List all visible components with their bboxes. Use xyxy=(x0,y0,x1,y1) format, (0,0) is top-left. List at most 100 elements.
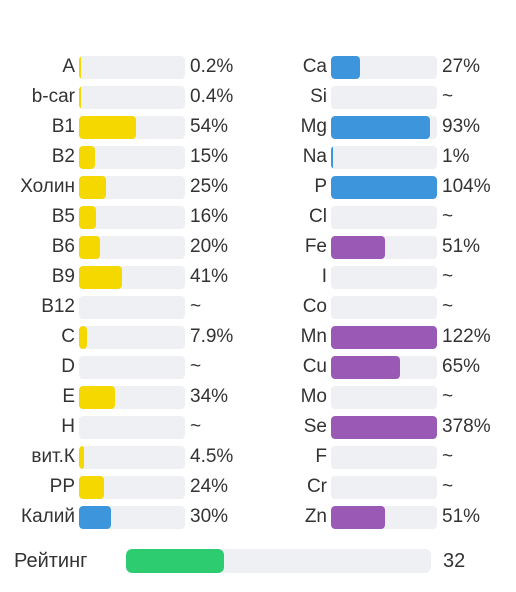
nutrient-bar-track xyxy=(79,175,185,199)
nutrient-bar-fill xyxy=(79,505,111,529)
nutrient-label: Si xyxy=(310,86,327,107)
right-nutrient-row: P 104% xyxy=(252,172,491,202)
nutrient-label: B6 xyxy=(51,236,75,257)
nutrient-label: Co xyxy=(302,296,327,317)
nutrient-bar-track xyxy=(79,355,185,379)
nutrient-label: H xyxy=(61,416,75,437)
right-nutrient-row: Cl ~ xyxy=(252,202,491,232)
right-nutrient-row: Cu 65% xyxy=(252,352,491,382)
nutrient-value: 93% xyxy=(442,116,481,137)
nutrient-bar-track xyxy=(331,235,437,259)
nutrient-label: P xyxy=(314,176,327,197)
nutrient-bar-track xyxy=(331,175,437,199)
nutrient-bar-fill xyxy=(79,115,137,139)
nutrient-value: 51% xyxy=(442,506,481,527)
nutrient-bar-track xyxy=(79,85,185,109)
nutrient-value: ~ xyxy=(442,206,454,227)
nutrient-label: b-car xyxy=(31,86,75,107)
nutrient-bar-fill xyxy=(331,355,400,379)
nutrient-bar-track xyxy=(331,85,437,109)
nutrient-bar-fill xyxy=(79,385,116,409)
nutrient-value: 24% xyxy=(190,476,229,497)
right-nutrient-row: Cr ~ xyxy=(252,472,491,502)
left-nutrient-row: b-car 0.4% xyxy=(0,82,233,112)
nutrient-bar-fill xyxy=(79,145,95,169)
nutrient-label: Ca xyxy=(302,56,327,77)
nutrient-label: Mo xyxy=(300,386,327,407)
left-nutrient-row: B5 16% xyxy=(0,202,233,232)
nutrient-label: B9 xyxy=(51,266,75,287)
right-nutrient-row: I ~ xyxy=(252,262,491,292)
nutrient-value: ~ xyxy=(442,266,454,287)
left-nutrient-row: Холин 25% xyxy=(0,172,233,202)
nutrient-value: ~ xyxy=(442,86,454,107)
nutrient-bar-fill xyxy=(79,55,81,79)
nutrient-bar-track xyxy=(79,115,185,139)
left-nutrient-row: B6 20% xyxy=(0,232,233,262)
nutrient-value: ~ xyxy=(190,356,202,377)
nutrient-bar-fill xyxy=(331,55,360,79)
nutrient-bar-track xyxy=(331,355,437,379)
left-nutrient-row: B9 41% xyxy=(0,262,233,292)
nutrient-bar-track xyxy=(79,265,185,289)
right-nutrient-row: Co ~ xyxy=(252,292,491,322)
nutrient-label: B1 xyxy=(51,116,75,137)
minerals-column: Ca 27% Si ~ Mg 93% Na 1% P 104% Cl ~ Fe 51% I ~ Co ~ Mn 122… xyxy=(252,52,491,532)
nutrient-bar-track xyxy=(79,235,185,259)
right-nutrient-row: Se 378% xyxy=(252,412,491,442)
left-nutrient-row: B1 54% xyxy=(0,112,233,142)
nutrient-value: 20% xyxy=(190,236,229,257)
nutrient-value: 34% xyxy=(190,386,229,407)
rating-bar-track xyxy=(126,549,431,573)
nutrient-bar-fill xyxy=(331,325,437,349)
left-nutrient-row: вит.К 4.5% xyxy=(0,442,233,472)
nutrient-value: ~ xyxy=(442,446,454,467)
rating-value: 32 xyxy=(443,549,466,572)
left-nutrient-row: A 0.2% xyxy=(0,52,233,82)
nutrient-value: 27% xyxy=(442,56,481,77)
nutrient-bar-track xyxy=(331,265,437,289)
nutrient-bar-track xyxy=(331,145,437,169)
vitamins-column: A 0.2% b-car 0.4% B1 54% B2 15% Холин 25% B5 16% B6 2… xyxy=(0,52,233,532)
nutrient-bar-track xyxy=(79,55,185,79)
right-nutrient-row: F ~ xyxy=(252,442,491,472)
nutrient-bar-track xyxy=(79,385,185,409)
nutrient-bar-track xyxy=(331,55,437,79)
right-nutrient-row: Mn 122% xyxy=(252,322,491,352)
nutrient-bar-fill xyxy=(79,175,106,199)
nutrient-label: B12 xyxy=(41,296,75,317)
nutrient-bar-fill xyxy=(331,235,386,259)
nutrient-value: ~ xyxy=(190,416,202,437)
nutrient-bar-track xyxy=(331,205,437,229)
nutrient-label: Mg xyxy=(300,116,327,137)
nutrient-bar-track xyxy=(79,145,185,169)
nutrient-label: PP xyxy=(49,476,75,497)
nutrient-value: 7.9% xyxy=(190,326,234,347)
nutrient-bar-track xyxy=(331,505,437,529)
nutrient-bar-fill xyxy=(79,235,101,259)
left-nutrient-row: PP 24% xyxy=(0,472,233,502)
nutrient-label: Na xyxy=(302,146,327,167)
nutrient-value: 25% xyxy=(190,176,229,197)
nutrient-bar-fill xyxy=(331,115,430,139)
nutrient-bar-fill xyxy=(331,505,386,529)
nutrient-label: C xyxy=(61,326,75,347)
nutrient-value: 378% xyxy=(442,416,491,437)
nutrient-value: 65% xyxy=(442,356,481,377)
left-nutrient-row: H ~ xyxy=(0,412,233,442)
right-nutrient-row: Mo ~ xyxy=(252,382,491,412)
nutrient-bar-track xyxy=(331,115,437,139)
right-nutrient-row: Mg 93% xyxy=(252,112,491,142)
nutrient-label: Калий xyxy=(21,506,75,527)
right-nutrient-row: Zn 51% xyxy=(252,502,491,532)
nutrient-label: Mn xyxy=(300,326,327,347)
nutrient-label: Fe xyxy=(304,236,327,257)
nutrient-label: F xyxy=(315,446,327,467)
nutrient-value: 0.4% xyxy=(190,86,234,107)
nutrient-value: 4.5% xyxy=(190,446,234,467)
nutrient-label: Cr xyxy=(306,476,327,497)
nutrient-label: Cu xyxy=(302,356,327,377)
right-nutrient-row: Fe 51% xyxy=(252,232,491,262)
nutrient-value: 15% xyxy=(190,146,229,167)
right-nutrient-row: Ca 27% xyxy=(252,52,491,82)
